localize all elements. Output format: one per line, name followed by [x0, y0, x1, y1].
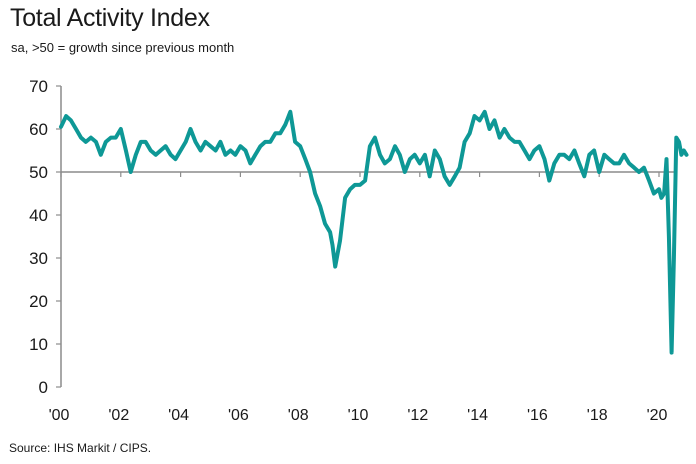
- y-tick-label: 50: [29, 163, 48, 182]
- x-tick-label: '04: [168, 407, 189, 424]
- x-axis: '00 '02 '04 '06 '08 '10 '12 '14 '16 '18 '20: [49, 171, 675, 424]
- chart-subtitle: sa, >50 = growth since previous month: [11, 40, 235, 55]
- x-tick-label: '00: [49, 407, 70, 424]
- x-tick-label: '20: [647, 407, 668, 424]
- x-tick-label: '06: [228, 407, 249, 424]
- y-tick-label: 30: [29, 249, 48, 268]
- y-tick-label: 70: [29, 77, 48, 96]
- x-tick-label: '10: [348, 407, 369, 424]
- series-line-total-activity: [59, 109, 689, 355]
- x-tick-label: '12: [407, 407, 428, 424]
- x-tick-label: '08: [288, 407, 309, 424]
- y-tick-label: 60: [29, 120, 48, 139]
- y-tick-label: 40: [29, 206, 48, 225]
- y-tick-label: 10: [29, 335, 48, 354]
- x-tick-label: '02: [108, 407, 129, 424]
- y-tick-label: 20: [29, 292, 48, 311]
- y-axis: 0 10 20 30 40 50 60 70: [29, 77, 62, 397]
- source-note: Source: IHS Markit / CIPS.: [9, 441, 152, 455]
- y-tick-label: 0: [39, 378, 48, 397]
- x-tick-label: '18: [587, 407, 608, 424]
- x-tick-label: '16: [527, 407, 548, 424]
- chart-title: Total Activity Index: [10, 4, 210, 32]
- plot-area: [59, 109, 689, 355]
- x-tick-label: '14: [467, 407, 488, 424]
